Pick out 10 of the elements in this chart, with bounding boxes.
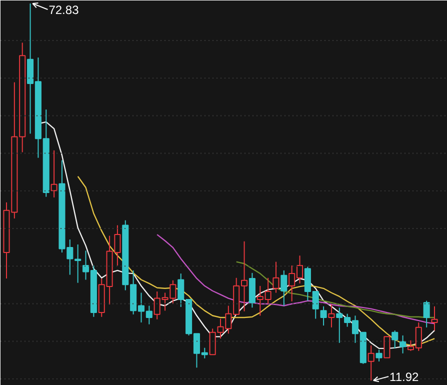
candlestick	[431, 306, 438, 331]
candlestick	[280, 270, 288, 306]
candlestick	[376, 349, 382, 362]
candlestick	[328, 304, 335, 328]
annotation: 72.83	[48, 3, 80, 17]
candlestick	[248, 272, 256, 308]
annotation: 11.92	[390, 370, 419, 384]
candlestick	[368, 344, 374, 381]
candlestick	[74, 244, 82, 284]
candlestick	[50, 150, 58, 198]
